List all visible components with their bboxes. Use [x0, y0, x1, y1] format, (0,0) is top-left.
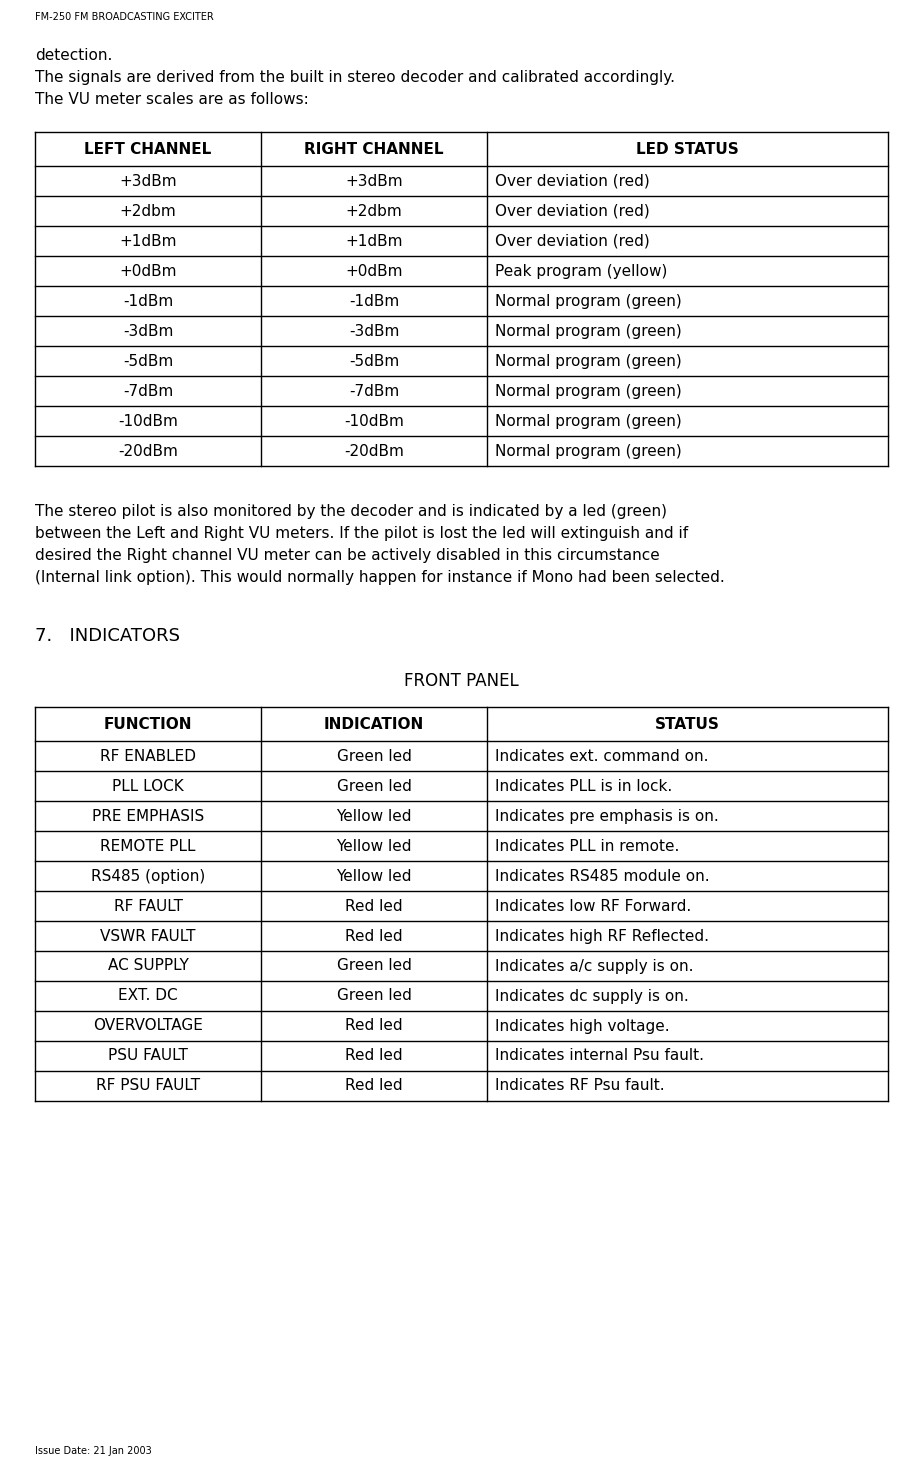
Text: Red led: Red led: [345, 1049, 402, 1064]
Text: 7.   INDICATORS: 7. INDICATORS: [35, 627, 180, 644]
Text: Normal program (green): Normal program (green): [495, 353, 682, 369]
Text: -20dBm: -20dBm: [344, 443, 404, 459]
Text: LEFT CHANNEL: LEFT CHANNEL: [84, 141, 211, 156]
Text: FRONT PANEL: FRONT PANEL: [404, 672, 519, 690]
Text: PLL LOCK: PLL LOCK: [113, 778, 184, 793]
Text: OVERVOLTAGE: OVERVOLTAGE: [93, 1018, 203, 1034]
Text: The stereo pilot is also monitored by the decoder and is indicated by a led (gre: The stereo pilot is also monitored by th…: [35, 505, 667, 519]
Text: Normal program (green): Normal program (green): [495, 294, 682, 309]
Text: Yellow led: Yellow led: [336, 868, 412, 884]
Text: +0dBm: +0dBm: [119, 263, 177, 278]
Text: +2dbm: +2dbm: [346, 203, 402, 219]
Text: detection.: detection.: [35, 49, 113, 63]
Text: Peak program (yellow): Peak program (yellow): [495, 263, 667, 278]
Text: INDICATION: INDICATION: [324, 716, 425, 731]
Text: VSWR FAULT: VSWR FAULT: [101, 928, 196, 943]
Text: +3dBm: +3dBm: [119, 174, 177, 188]
Text: Yellow led: Yellow led: [336, 809, 412, 824]
Text: Normal program (green): Normal program (green): [495, 324, 682, 338]
Text: Green led: Green led: [337, 959, 412, 974]
Text: Red led: Red led: [345, 899, 402, 913]
Text: RF FAULT: RF FAULT: [114, 899, 183, 913]
Text: Over deviation (red): Over deviation (red): [495, 174, 650, 188]
Text: Indicates ext. command on.: Indicates ext. command on.: [495, 749, 709, 763]
Text: Indicates PLL is in lock.: Indicates PLL is in lock.: [495, 778, 672, 793]
Text: Indicates high RF Reflected.: Indicates high RF Reflected.: [495, 928, 709, 943]
Text: LED STATUS: LED STATUS: [636, 141, 739, 156]
Text: -5dBm: -5dBm: [123, 353, 174, 369]
Text: +2dbm: +2dbm: [120, 203, 176, 219]
Text: -3dBm: -3dBm: [349, 324, 400, 338]
Text: The VU meter scales are as follows:: The VU meter scales are as follows:: [35, 93, 309, 107]
Text: Indicates internal Psu fault.: Indicates internal Psu fault.: [495, 1049, 704, 1064]
Text: PRE EMPHASIS: PRE EMPHASIS: [92, 809, 204, 824]
Text: -1dBm: -1dBm: [349, 294, 399, 309]
Text: desired the Right channel VU meter can be actively disabled in this circumstance: desired the Right channel VU meter can b…: [35, 549, 660, 563]
Text: RIGHT CHANNEL: RIGHT CHANNEL: [305, 141, 444, 156]
Text: Indicates high voltage.: Indicates high voltage.: [495, 1018, 670, 1034]
Text: -1dBm: -1dBm: [123, 294, 174, 309]
Text: between the Left and Right VU meters. If the pilot is lost the led will extingui: between the Left and Right VU meters. If…: [35, 527, 689, 541]
Text: Normal program (green): Normal program (green): [495, 384, 682, 399]
Text: -20dBm: -20dBm: [118, 443, 178, 459]
Text: -7dBm: -7dBm: [349, 384, 399, 399]
Text: Indicates RS485 module on.: Indicates RS485 module on.: [495, 868, 710, 884]
Text: -10dBm: -10dBm: [344, 413, 404, 428]
Text: Indicates dc supply is on.: Indicates dc supply is on.: [495, 989, 689, 1003]
Text: (Internal link option). This would normally happen for instance if Mono had been: (Internal link option). This would norma…: [35, 569, 725, 585]
Text: Green led: Green led: [337, 989, 412, 1003]
Text: Indicates a/c supply is on.: Indicates a/c supply is on.: [495, 959, 693, 974]
Text: -7dBm: -7dBm: [123, 384, 174, 399]
Text: Indicates PLL in remote.: Indicates PLL in remote.: [495, 838, 679, 853]
Text: Yellow led: Yellow led: [336, 838, 412, 853]
Text: FUNCTION: FUNCTION: [103, 716, 192, 731]
Text: EXT. DC: EXT. DC: [118, 989, 178, 1003]
Text: REMOTE PLL: REMOTE PLL: [101, 838, 196, 853]
Text: Red led: Red led: [345, 1018, 402, 1034]
Text: +1dBm: +1dBm: [119, 234, 177, 249]
Text: -10dBm: -10dBm: [118, 413, 178, 428]
Text: Normal program (green): Normal program (green): [495, 413, 682, 428]
Text: The signals are derived from the built in stereo decoder and calibrated accordin: The signals are derived from the built i…: [35, 71, 675, 85]
Text: PSU FAULT: PSU FAULT: [108, 1049, 188, 1064]
Text: Indicates RF Psu fault.: Indicates RF Psu fault.: [495, 1078, 665, 1093]
Text: +0dBm: +0dBm: [345, 263, 402, 278]
Text: RS485 (option): RS485 (option): [90, 868, 205, 884]
Text: Normal program (green): Normal program (green): [495, 443, 682, 459]
Text: RF ENABLED: RF ENABLED: [100, 749, 196, 763]
Text: +3dBm: +3dBm: [345, 174, 402, 188]
Text: Green led: Green led: [337, 778, 412, 793]
Text: Over deviation (red): Over deviation (red): [495, 203, 650, 219]
Text: Red led: Red led: [345, 1078, 402, 1093]
Text: Indicates pre emphasis is on.: Indicates pre emphasis is on.: [495, 809, 719, 824]
Text: Indicates low RF Forward.: Indicates low RF Forward.: [495, 899, 691, 913]
Text: -3dBm: -3dBm: [123, 324, 174, 338]
Text: Red led: Red led: [345, 928, 402, 943]
Text: AC SUPPLY: AC SUPPLY: [108, 959, 188, 974]
Text: Green led: Green led: [337, 749, 412, 763]
Text: -5dBm: -5dBm: [349, 353, 399, 369]
Text: Issue Date: 21 Jan 2003: Issue Date: 21 Jan 2003: [35, 1446, 151, 1456]
Text: +1dBm: +1dBm: [345, 234, 402, 249]
Text: FM-250 FM BROADCASTING EXCITER: FM-250 FM BROADCASTING EXCITER: [35, 12, 214, 22]
Text: Over deviation (red): Over deviation (red): [495, 234, 650, 249]
Text: STATUS: STATUS: [655, 716, 720, 731]
Text: RF PSU FAULT: RF PSU FAULT: [96, 1078, 200, 1093]
